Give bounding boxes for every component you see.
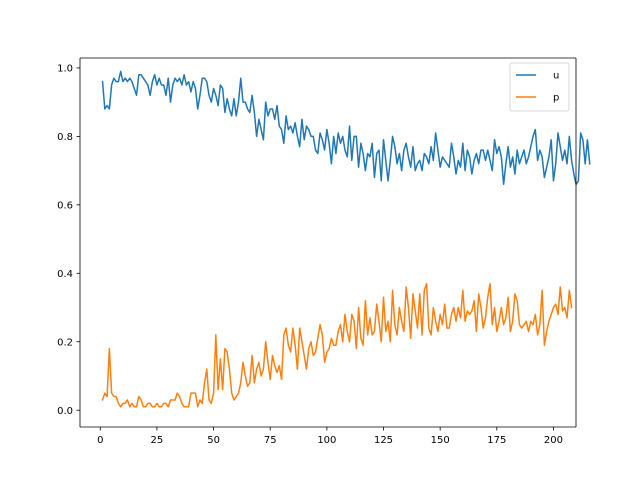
legend: up [509,62,570,112]
y-tick-label: 0.4 [57,269,73,280]
x-tick-label: 100 [317,435,336,446]
axes-layer [79,57,577,428]
x-axis-ticks: 0 25 50 75 100 125 150 175 200 [97,427,563,446]
series-line-u [101,70,591,186]
y-tick-label: 0.6 [57,200,73,211]
y-tick-label: 0.8 [57,132,73,143]
series-line-p [101,282,573,408]
x-tick-label: 175 [487,435,506,446]
y-tick-label: 1.0 [57,64,73,75]
y-tick-label: 0.2 [57,337,73,348]
legend-box [509,62,570,112]
x-tick-label: 0 [97,435,103,446]
x-tick-label: 25 [151,435,164,446]
series-layer [101,70,591,408]
y-tick-label: 0.0 [57,406,73,417]
x-tick-label: 125 [374,435,393,446]
x-tick-label: 200 [544,435,563,446]
x-tick-label: 150 [431,435,450,446]
legend-label-p: p [553,93,559,104]
y-axis-ticks: 0.0 0.2 0.4 0.6 0.8 1.0 [57,64,80,417]
x-tick-label: 75 [264,435,277,446]
x-tick-label: 50 [207,435,220,446]
legend-label-u: u [553,71,559,82]
plot-area [80,58,576,427]
